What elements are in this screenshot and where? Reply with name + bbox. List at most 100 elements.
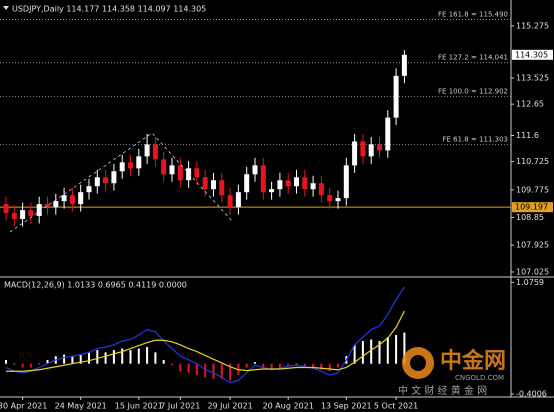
hline-tag bbox=[512, 202, 553, 213]
macd-bar bbox=[187, 363, 190, 373]
macd-bar bbox=[303, 363, 306, 366]
level-label: FE 61.8 = 111.303 bbox=[442, 135, 508, 143]
x-tick-label: 15 Jun 2021 bbox=[115, 402, 163, 411]
candle-body bbox=[318, 183, 324, 196]
macd-bar bbox=[361, 341, 364, 364]
candle-body bbox=[61, 195, 67, 202]
macd-bar bbox=[121, 348, 124, 364]
macd-line bbox=[6, 310, 405, 372]
macd-bar bbox=[154, 352, 157, 364]
candle-body bbox=[119, 162, 125, 172]
logo-inner bbox=[410, 355, 426, 371]
macd-bar bbox=[137, 348, 140, 364]
macd-bar bbox=[104, 352, 107, 364]
candle-body bbox=[103, 177, 109, 184]
macd-bar bbox=[79, 354, 82, 364]
x-tick-label: 5 Oct 2021 bbox=[374, 402, 418, 411]
chart-title: USDJPY,Daily 114.177 114.358 114.097 114… bbox=[12, 5, 206, 14]
candle-body bbox=[128, 162, 133, 169]
candle-body bbox=[401, 54, 407, 76]
grid: 115.275 113.525 112.65 111.6 110.725 109.775 1… bbox=[0, 10, 553, 411]
candle-body bbox=[244, 174, 250, 193]
candle-body bbox=[302, 177, 308, 190]
macd-bar bbox=[262, 363, 265, 368]
candle-body bbox=[269, 189, 275, 193]
candle-body bbox=[11, 213, 17, 220]
candle-body bbox=[285, 180, 291, 187]
candle-body bbox=[144, 144, 150, 157]
macd-bar bbox=[112, 350, 115, 364]
macd-bar bbox=[270, 363, 273, 370]
candle-body bbox=[219, 180, 225, 196]
candle-body bbox=[377, 144, 382, 151]
macd-bar bbox=[229, 363, 232, 381]
macd-bar bbox=[179, 363, 182, 372]
candle-body bbox=[294, 177, 299, 187]
candle-body bbox=[136, 156, 142, 169]
candle-body bbox=[202, 177, 208, 190]
macd-bar bbox=[254, 362, 256, 364]
y-tick-label: 111.6 bbox=[516, 131, 539, 140]
candle-body bbox=[111, 171, 117, 184]
macd-bar bbox=[320, 363, 323, 370]
slogan: 中 文 财 经 黄 金 网 bbox=[398, 384, 487, 397]
macd-bar bbox=[245, 363, 248, 368]
price-tag bbox=[512, 49, 553, 60]
macd-bar bbox=[204, 363, 207, 378]
macd-bar bbox=[21, 363, 24, 368]
candle-body bbox=[169, 165, 175, 175]
candle-body bbox=[69, 195, 75, 205]
macd-bar bbox=[162, 359, 165, 364]
macd-bar bbox=[63, 354, 66, 364]
macd-title: MACD(12,26,9) 1.0133 0.6965 0.4119 0.000… bbox=[4, 281, 187, 290]
x-tick-label: 20 Aug 2021 bbox=[263, 402, 314, 411]
macd-bar bbox=[195, 363, 198, 376]
candle-body bbox=[152, 144, 158, 160]
macd-bar bbox=[295, 363, 298, 365]
level-label: FE 161.8 = 115.490 bbox=[438, 10, 508, 18]
candle-body bbox=[186, 168, 192, 181]
macd-bar bbox=[88, 352, 90, 364]
candle-body bbox=[86, 186, 92, 193]
candle-body bbox=[335, 198, 341, 202]
marks bbox=[3, 50, 407, 384]
y-tick-label: 113.525 bbox=[516, 74, 549, 83]
candle-body bbox=[45, 204, 50, 208]
candle-body bbox=[53, 201, 59, 208]
y-tick-label: 108.85 bbox=[516, 213, 544, 222]
watermark: 中金网 CNGOLD.COM 中 文 财 经 黄 金 网 bbox=[398, 347, 506, 397]
macd-bar bbox=[370, 339, 373, 364]
x-tick-label: 7 Jul 2021 bbox=[160, 402, 200, 411]
macd-bar bbox=[171, 363, 173, 366]
macd-bar bbox=[46, 359, 49, 364]
y-tick-label: 107.025 bbox=[516, 267, 549, 276]
level-label: FE 127.2 = 114.041 bbox=[438, 54, 508, 62]
x-tick-label: 29 Jul 2021 bbox=[207, 402, 252, 411]
x-tick-label: 30 Apr 2021 bbox=[0, 402, 47, 411]
y-tick-label: 109.775 bbox=[516, 185, 549, 194]
candle-body bbox=[227, 195, 233, 208]
candle-body bbox=[161, 159, 167, 175]
macd-tick-label: -0.4006 bbox=[516, 390, 547, 399]
y-tick-label: 115.275 bbox=[516, 21, 549, 30]
y-tick-label: 110.725 bbox=[516, 157, 549, 166]
candle-body bbox=[3, 204, 9, 214]
zigzag bbox=[9, 132, 233, 233]
macd-tick-label: 1.0759 bbox=[516, 278, 544, 287]
macd-bar bbox=[212, 363, 215, 379]
macd-bar bbox=[353, 344, 356, 364]
candle-body bbox=[28, 210, 34, 217]
candle-body bbox=[368, 144, 374, 157]
candle-body bbox=[20, 210, 26, 220]
candle-body bbox=[327, 195, 333, 202]
site: CNGOLD.COM bbox=[455, 374, 504, 382]
brand: 中金网 bbox=[440, 348, 506, 374]
macd-bar bbox=[395, 334, 398, 364]
macd-bar bbox=[5, 359, 7, 364]
candle-body bbox=[177, 165, 183, 181]
macd-bar bbox=[38, 363, 41, 365]
macd-bar bbox=[287, 363, 290, 366]
macd-bar bbox=[403, 332, 406, 364]
